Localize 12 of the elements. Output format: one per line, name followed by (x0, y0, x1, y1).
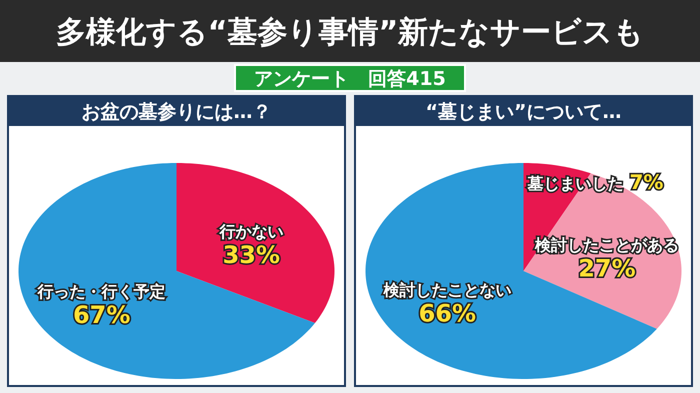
slice-label: 行かない (218, 222, 284, 241)
text: 多様化する“墓参り事情”新たなサービスも (56, 15, 644, 50)
data-label: 33% (222, 240, 280, 269)
slice-label: 検討したことない (382, 280, 512, 300)
data-label: 27% (578, 254, 636, 282)
data-label: 7% (630, 170, 664, 194)
slice-label: 行った・行く予定 (36, 282, 166, 302)
chart-title: お盆の墓参りには…？ (82, 101, 272, 123)
chart-title: “墓じまい”について… (426, 101, 622, 123)
text: アンケート 回答415 (254, 68, 446, 90)
data-label: 66% (418, 300, 476, 328)
data-label: 67% (72, 301, 130, 330)
